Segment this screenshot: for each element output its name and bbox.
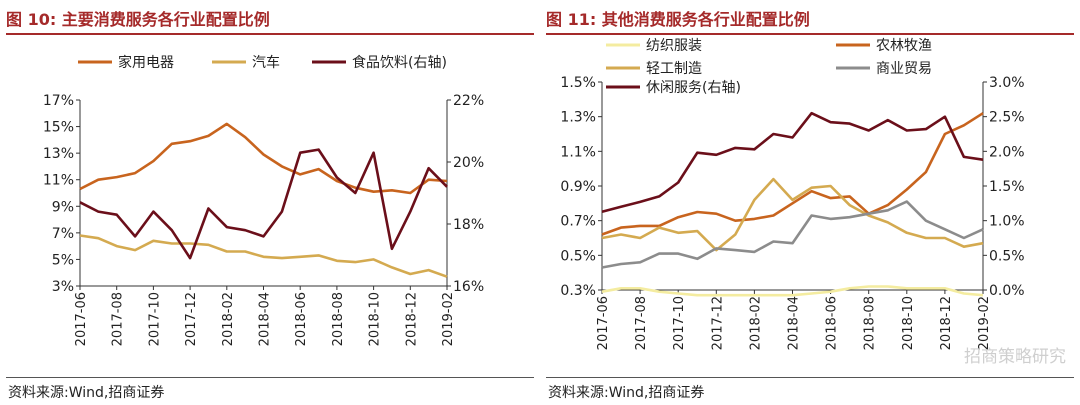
fig10-x-tick-label: 2018-06	[294, 292, 309, 346]
fig11-y-right-tick-label: 0.0%	[989, 283, 1025, 299]
fig10-x-tick-label: 2018-08	[331, 292, 346, 346]
fig11-series-line-3	[601, 177, 984, 252]
fig11-y-right-tick-label: 1.5%	[989, 179, 1025, 195]
fig10-series-line-2	[79, 234, 448, 278]
fig10-x-tick-label: 2017-06	[74, 292, 89, 346]
fig11-y-right-tick-label: 1.0%	[989, 214, 1025, 230]
fig11-x-tick-label: 2018-02	[748, 296, 763, 350]
fig11-x-tick-label: 2019-02	[977, 296, 992, 350]
fig10-x-tick-label: 2017-12	[184, 292, 199, 346]
figure-10-chart: 3% 5% 7% 9% 11% 13% 15% 17% 16% 18% 20% 22% 2017-06 2…	[43, 54, 484, 346]
fig11-x-tick-label: 2018-12	[939, 296, 954, 350]
figure-11-panel: 图 11: 其他消费服务各行业配置比例 0.3% 0.5% 0.7% 0.9% 1.1%…	[540, 0, 1080, 405]
fig10-legend-label-1: 家用电器	[118, 54, 174, 71]
fig10-legend-label-3: 食品饮料(右轴)	[352, 54, 447, 71]
fig11-x-tick-label: 2017-08	[634, 296, 649, 350]
fig11-x-tick-label: 2018-04	[787, 296, 802, 350]
fig11-y-left-tick-label: 0.5%	[560, 248, 596, 264]
fig10-x-tick-label: 2018-04	[258, 292, 273, 346]
fig10-x-tick-label: 2018-02	[221, 292, 236, 346]
fig11-y-left-tick-label: 1.5%	[560, 75, 596, 91]
figure-10-source-rule	[6, 377, 534, 378]
fig10-y-right-tick-label: 22%	[453, 93, 484, 109]
fig10-x-tick-label: 2018-10	[368, 292, 383, 346]
fig10-y-left-tick-label: 5%	[52, 252, 74, 268]
fig11-legend-label-4: 商业贸易	[876, 61, 932, 77]
fig10-y-left-tick-label: 9%	[52, 199, 74, 215]
fig10-series-line-3	[79, 148, 448, 260]
figure-11-title: 图 11: 其他消费服务各行业配置比例	[546, 10, 810, 29]
fig11-x-tick-label: 2017-10	[672, 296, 687, 350]
fig10-y-left-tick-label: 11%	[43, 173, 74, 189]
fig10-x-tick-label: 2019-02	[441, 292, 456, 346]
figure-11-chart: 0.3% 0.5% 0.7% 0.9% 1.1% 1.3% 1.5% 0.0% 0.5% 1.0%…	[560, 38, 1025, 350]
fig11-y-left-tick-label: 0.3%	[560, 283, 596, 299]
fig10-series-line-1	[79, 122, 448, 195]
fig11-y-left-tick-label: 1.1%	[560, 144, 596, 160]
fig11-legend-label-5: 休闲服务(右轴)	[646, 80, 741, 96]
figure-10-title: 图 10: 主要消费服务各行业配置比例	[6, 10, 270, 29]
figure-10-title-rule	[6, 33, 534, 35]
fig11-x-tick-label: 2017-06	[596, 296, 611, 350]
fig10-y-right-tick-label: 20%	[453, 155, 484, 171]
fig11-x-tick-label: 2017-12	[710, 296, 725, 350]
fig11-y-right-tick-label: 3.0%	[989, 75, 1025, 91]
fig11-y-left-tick-label: 0.9%	[560, 179, 596, 195]
fig11-y-left-tick-label: 1.3%	[560, 110, 596, 126]
fig11-x-tick-label: 2018-06	[825, 296, 840, 350]
fig11-series-line-1	[601, 285, 984, 297]
fig11-legend-label-2: 农林牧渔	[876, 38, 932, 54]
fig11-y-right-tick-label: 0.5%	[989, 248, 1025, 264]
fig10-x-tick-label: 2017-08	[111, 292, 126, 346]
fig11-legend-label-3: 轻工制造	[646, 61, 702, 77]
fig11-legend-label-1: 纺织服装	[646, 38, 702, 54]
fig10-y-left-tick-label: 17%	[43, 93, 74, 109]
fig11-series-line-2	[601, 112, 984, 236]
figure-10-source: 资料来源:Wind,招商证券	[8, 385, 165, 401]
figure-11-source: 资料来源:Wind,招商证券	[548, 385, 705, 401]
fig10-legend-label-2: 汽车	[252, 54, 280, 71]
fig11-y-left-tick-label: 0.7%	[560, 214, 596, 230]
figure-11-source-rule	[546, 377, 1074, 378]
fig10-y-left-tick-label: 15%	[43, 120, 74, 136]
fig11-series-line-4	[601, 200, 984, 269]
watermark-text: 招商策略研究	[964, 347, 1066, 367]
fig10-y-left-tick-label: 13%	[43, 146, 74, 162]
fig10-x-tick-label: 2017-10	[147, 292, 162, 346]
fig11-y-right-tick-label: 2.0%	[989, 144, 1025, 160]
fig11-series-line-5	[601, 111, 984, 213]
fig10-x-tick-label: 2018-12	[404, 292, 419, 346]
fig11-y-right-tick-label: 2.5%	[989, 110, 1025, 126]
fig10-y-right-tick-label: 18%	[453, 217, 484, 233]
figure-11-title-rule	[546, 33, 1074, 35]
fig11-x-tick-label: 2018-08	[863, 296, 878, 350]
figure-10-panel: 图 10: 主要消费服务各行业配置比例 3% 5% 7% 9% 11% 13% 15% 17%…	[6, 10, 534, 401]
fig10-y-right-tick-label: 16%	[453, 279, 484, 295]
fig10-y-left-tick-label: 3%	[52, 279, 74, 295]
fig11-x-tick-label: 2018-10	[901, 296, 916, 350]
fig10-y-left-tick-label: 7%	[52, 226, 74, 242]
